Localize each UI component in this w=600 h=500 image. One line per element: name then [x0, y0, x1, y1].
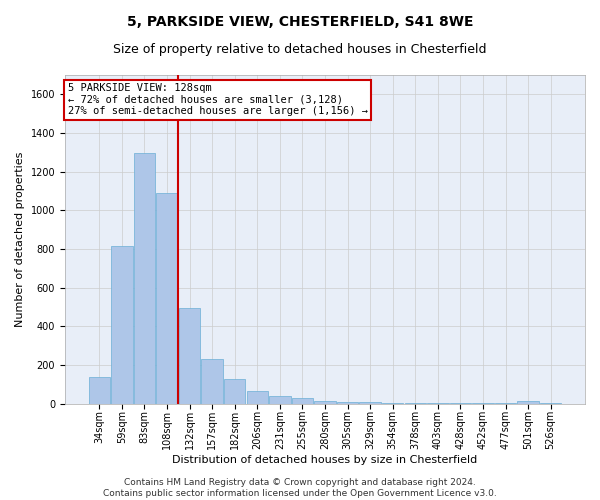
Bar [269, 396, 290, 404]
Bar [247, 391, 268, 404]
Bar [134, 154, 155, 404]
Bar [404, 402, 426, 404]
Bar [202, 359, 223, 404]
Text: Size of property relative to detached houses in Chesterfield: Size of property relative to detached ho… [113, 42, 487, 56]
Bar [540, 402, 562, 404]
Bar [382, 402, 403, 404]
X-axis label: Distribution of detached houses by size in Chesterfield: Distribution of detached houses by size … [172, 455, 478, 465]
Bar [359, 402, 381, 404]
Bar [89, 376, 110, 404]
Y-axis label: Number of detached properties: Number of detached properties [15, 152, 25, 327]
Bar [179, 308, 200, 404]
Bar [337, 402, 358, 404]
Bar [111, 246, 133, 404]
Bar [314, 401, 335, 404]
Bar [224, 378, 245, 404]
Text: Contains HM Land Registry data © Crown copyright and database right 2024.
Contai: Contains HM Land Registry data © Crown c… [103, 478, 497, 498]
Text: 5, PARKSIDE VIEW, CHESTERFIELD, S41 8WE: 5, PARKSIDE VIEW, CHESTERFIELD, S41 8WE [127, 15, 473, 29]
Bar [292, 398, 313, 404]
Bar [449, 403, 471, 404]
Bar [156, 193, 178, 404]
Text: 5 PARKSIDE VIEW: 128sqm
← 72% of detached houses are smaller (3,128)
27% of semi: 5 PARKSIDE VIEW: 128sqm ← 72% of detache… [68, 83, 368, 116]
Bar [427, 403, 449, 404]
Bar [517, 402, 539, 404]
